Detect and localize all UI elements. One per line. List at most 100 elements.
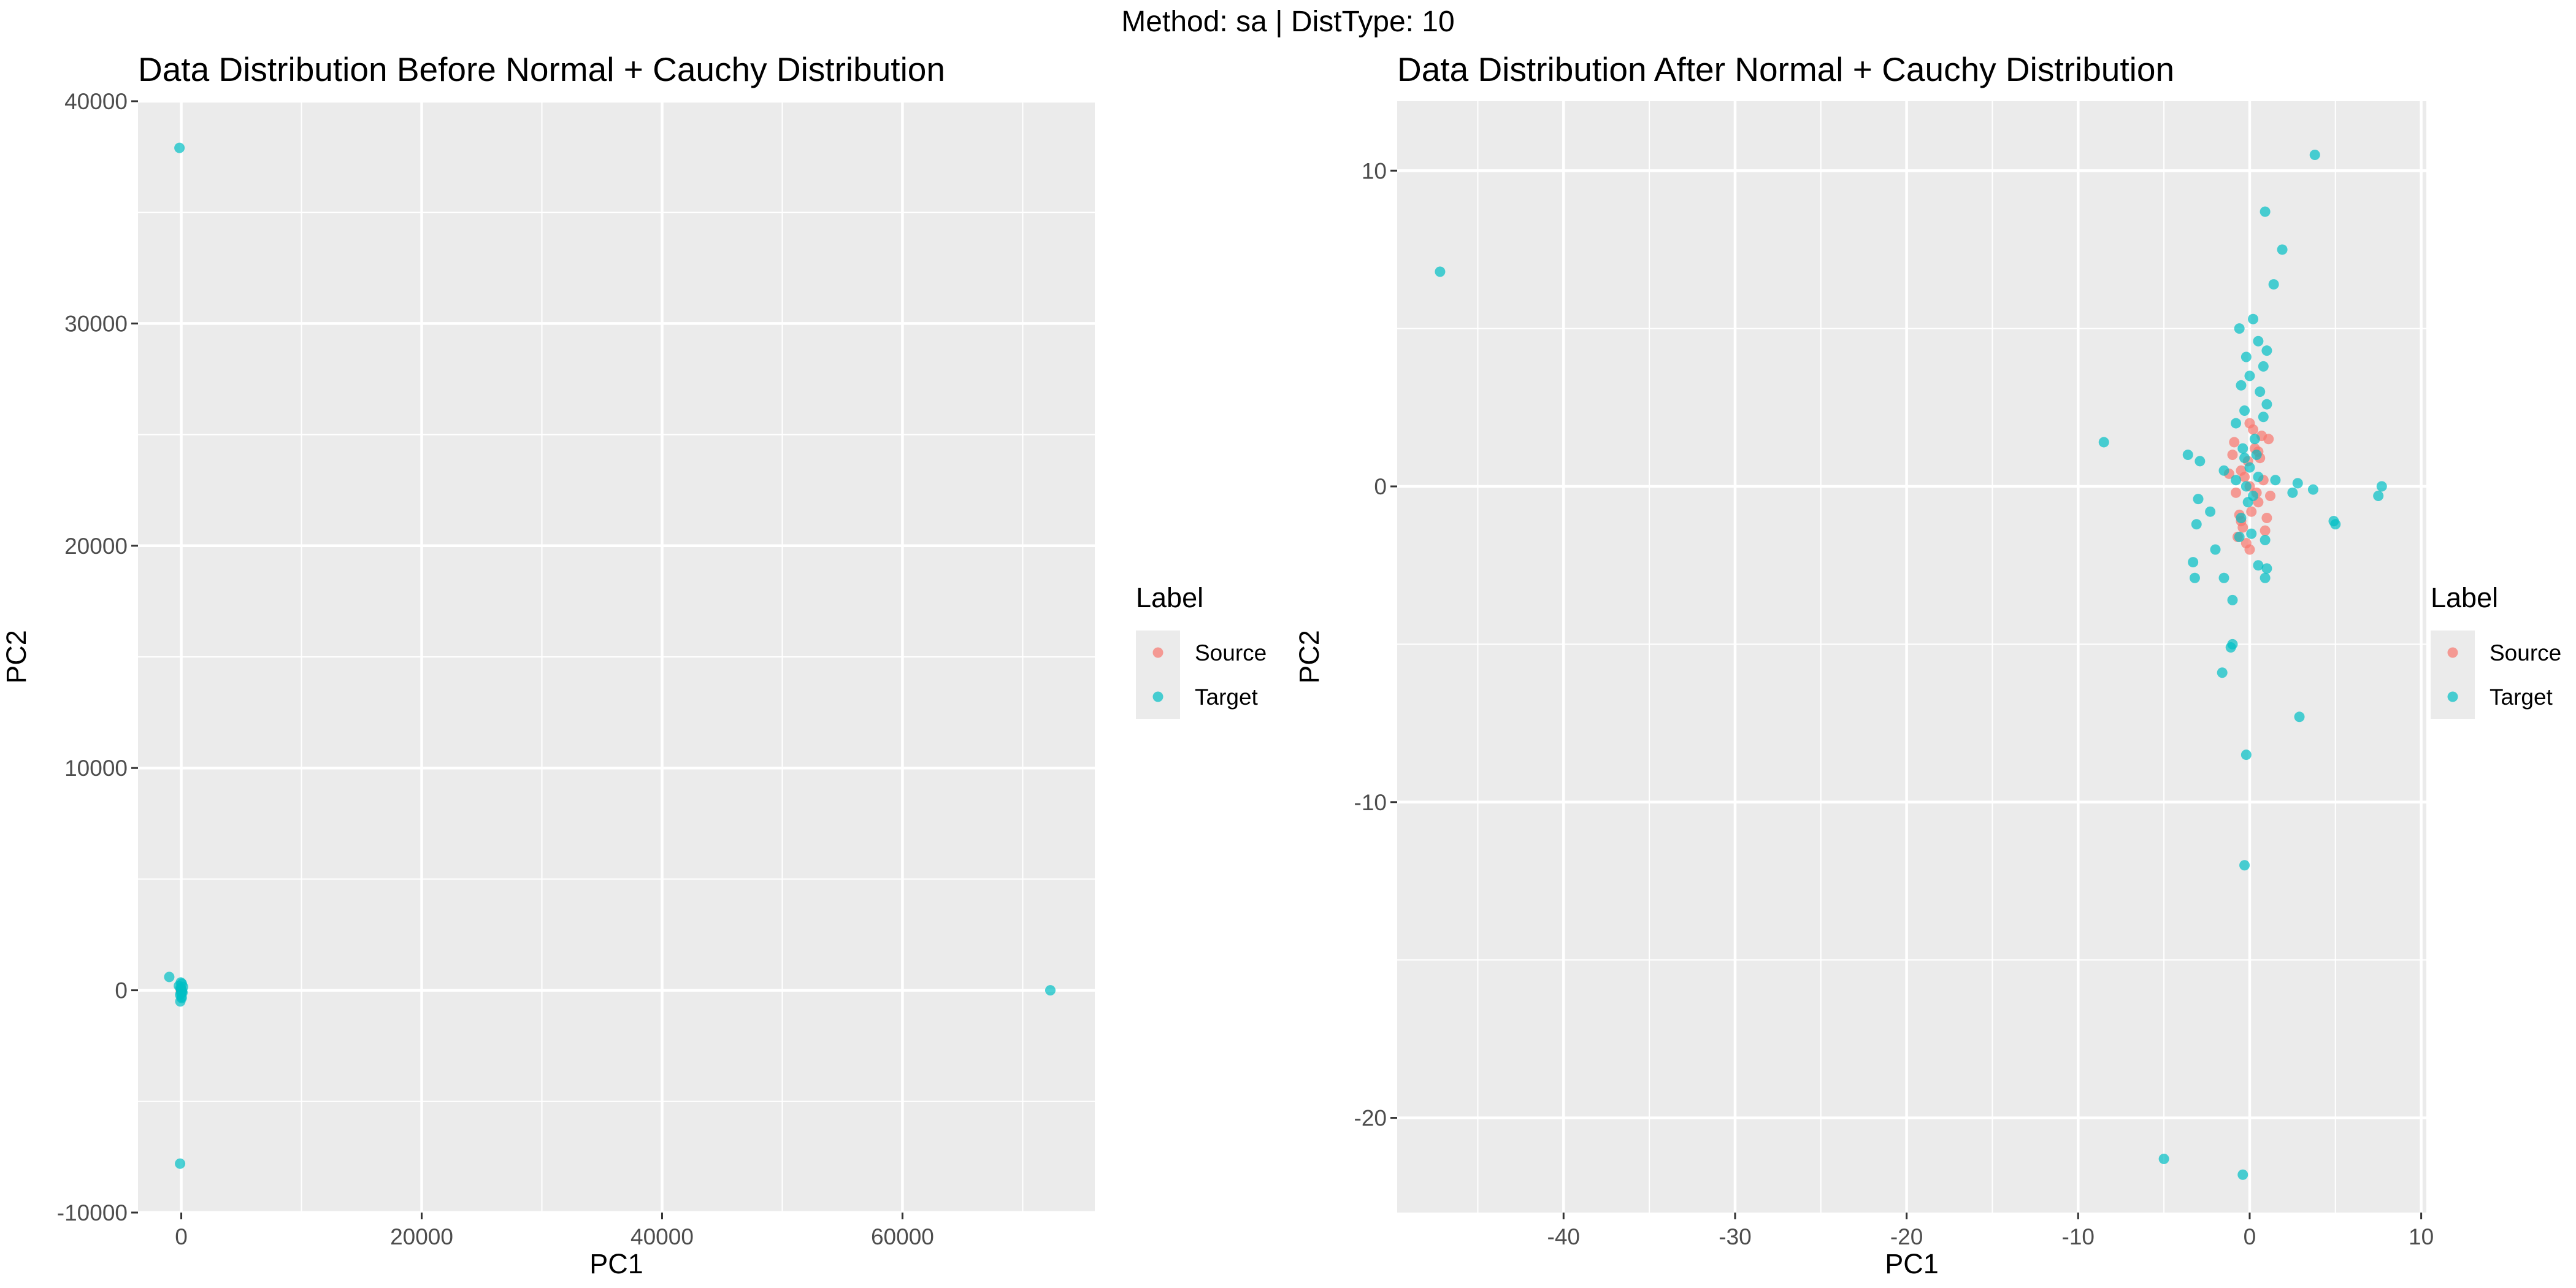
x-tick-label: 20000 xyxy=(390,1224,453,1249)
major-grid xyxy=(138,99,1095,1214)
y-tick-label: 10 xyxy=(1362,158,1387,183)
data-point xyxy=(2227,594,2238,605)
y-tick-label: 30000 xyxy=(64,311,128,336)
data-point xyxy=(2244,370,2255,381)
legend-key-point xyxy=(2447,691,2458,702)
data-point xyxy=(164,972,175,983)
data-point xyxy=(2328,516,2339,527)
data-point xyxy=(2268,279,2279,290)
legend-key-point xyxy=(2447,647,2458,658)
data-point xyxy=(2260,572,2271,583)
data-point xyxy=(2239,860,2250,871)
data-point xyxy=(176,992,187,1003)
data-point xyxy=(175,977,186,988)
data-point xyxy=(2270,475,2281,486)
data-point xyxy=(2234,531,2245,542)
data-point xyxy=(2239,472,2250,483)
legend-entry-target: Target xyxy=(2490,684,2553,710)
legend-title: Label xyxy=(1136,582,1203,613)
data-point xyxy=(2241,749,2252,761)
data-point xyxy=(2248,490,2259,501)
data-point xyxy=(2234,323,2245,334)
data-point xyxy=(2189,572,2200,583)
legend-entry-target: Target xyxy=(1195,684,1259,710)
plot-title: Data Distribution Before Normal + Cauchy… xyxy=(138,50,945,88)
data-point xyxy=(2237,443,2248,454)
data-point xyxy=(2244,544,2255,555)
data-point xyxy=(2260,535,2271,546)
data-point xyxy=(1435,266,1446,277)
data-point xyxy=(2373,490,2384,501)
data-point xyxy=(2231,418,2242,429)
data-point xyxy=(2261,563,2272,574)
x-tick-label: 40000 xyxy=(631,1224,694,1249)
data-point xyxy=(2246,506,2257,517)
data-point xyxy=(2195,456,2206,467)
data-point xyxy=(2287,487,2298,498)
data-point xyxy=(2253,335,2264,347)
data-point xyxy=(2244,462,2255,473)
data-point xyxy=(2244,418,2255,429)
data-point xyxy=(2292,478,2303,489)
data-point xyxy=(2249,434,2260,445)
plot-panel xyxy=(1397,101,2426,1213)
data-point xyxy=(2241,351,2252,362)
data-point xyxy=(2253,472,2264,483)
series-target xyxy=(1435,150,2387,1180)
data-point xyxy=(2248,313,2259,324)
y-axis-label: PC2 xyxy=(1,630,32,684)
data-point xyxy=(2210,544,2221,555)
y-tick-label: -20 xyxy=(1354,1106,1387,1131)
y-tick-label: -10 xyxy=(1354,790,1387,815)
data-point xyxy=(2218,572,2229,583)
data-point xyxy=(2241,481,2252,492)
plot-title: Data Distribution After Normal + Cauchy … xyxy=(1397,50,2174,88)
x-axis-label: PC1 xyxy=(1885,1248,1939,1279)
data-point xyxy=(2260,525,2271,536)
x-tick-label: 60000 xyxy=(871,1224,934,1249)
x-tick-label: 0 xyxy=(175,1224,188,1249)
data-point xyxy=(2236,380,2247,391)
x-tick-label: 0 xyxy=(2244,1224,2256,1249)
legend: Label Source Target xyxy=(1136,582,1267,719)
data-point xyxy=(2253,560,2264,571)
x-tick-label: -10 xyxy=(2062,1224,2095,1249)
data-point xyxy=(2191,519,2202,530)
data-point xyxy=(2251,450,2262,461)
data-point xyxy=(2265,490,2276,501)
data-point xyxy=(2231,475,2242,486)
y-tick-label: 20000 xyxy=(64,534,128,559)
data-point xyxy=(2218,465,2229,476)
scatter-plot-after: Data Distribution After Normal + Cauchy … xyxy=(1294,50,2561,1279)
y-tick-label: 40000 xyxy=(64,89,128,114)
data-point xyxy=(175,1158,186,1169)
legend-entry-source: Source xyxy=(2490,640,2561,665)
data-point xyxy=(2193,494,2204,505)
y-tick-label: -10000 xyxy=(57,1200,128,1225)
data-point xyxy=(2239,405,2250,416)
data-point xyxy=(2376,481,2387,492)
data-point xyxy=(2098,437,2109,448)
data-point xyxy=(2294,711,2305,723)
data-point xyxy=(2309,150,2320,161)
data-point xyxy=(2231,487,2242,498)
legend: Label Source Target xyxy=(2431,582,2561,719)
scatter-plot-before: Data Distribution Before Normal + Cauchy… xyxy=(1,50,1267,1279)
y-axis-label: PC2 xyxy=(1294,630,1325,684)
data-point xyxy=(2205,506,2216,517)
legend-key-point xyxy=(1152,647,1163,658)
data-point xyxy=(2246,528,2257,539)
data-point xyxy=(2260,206,2271,217)
data-point xyxy=(2277,244,2288,255)
data-point xyxy=(2158,1153,2169,1164)
data-point xyxy=(2225,642,2236,653)
minor-grid xyxy=(1397,101,2426,1213)
x-tick-label: 10 xyxy=(2409,1224,2434,1249)
y-tick-label: 0 xyxy=(1374,474,1387,499)
x-tick-label: -20 xyxy=(1890,1224,1923,1249)
data-point xyxy=(2182,450,2193,461)
data-point xyxy=(2261,345,2272,356)
data-point xyxy=(2229,437,2240,448)
data-point xyxy=(2255,386,2266,397)
